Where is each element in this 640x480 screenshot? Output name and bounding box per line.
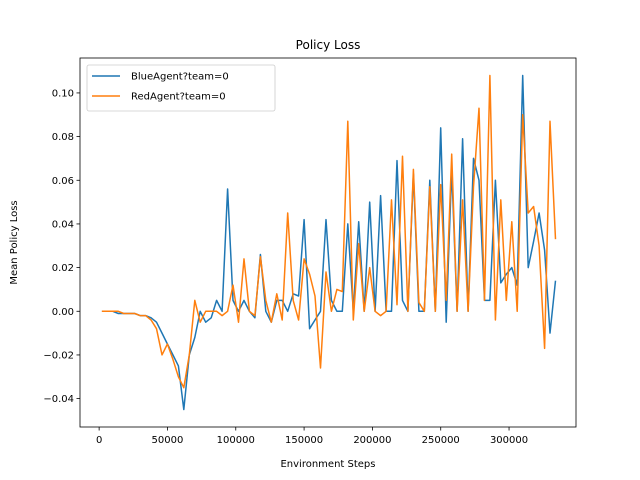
x-axis: 0 50000 100000 150000 200000 250000 300000: [96, 427, 528, 446]
series-line-0: [101, 74, 557, 411]
x-axis-label: Environment Steps: [280, 459, 375, 470]
plot-area: [101, 74, 557, 411]
axes-frame: [79, 57, 577, 428]
legend-box: [86, 64, 276, 112]
y-tick-label: 0.10: [52, 88, 74, 99]
y-tick-label: 0.06: [52, 176, 74, 187]
y-axis: −0.04 −0.02 0.00 0.02 0.04 0.06 0.08 0.10: [43, 88, 80, 405]
x-tick-label: 100000: [217, 435, 255, 446]
y-tick-label: 0.04: [52, 219, 74, 230]
x-tick-label: 150000: [285, 435, 323, 446]
x-tick-label: 250000: [422, 435, 460, 446]
x-tick-label: 50000: [152, 435, 184, 446]
y-tick-label: −0.04: [43, 394, 74, 405]
series-line-1: [101, 74, 557, 389]
y-axis-label: Mean Policy Loss: [9, 200, 20, 284]
legend-label-0: BlueAgent?team=0: [131, 72, 229, 83]
legend-label-1: RedAgent?team=0: [131, 92, 226, 103]
x-tick-label: 300000: [490, 435, 528, 446]
y-tick-label: 0.00: [52, 307, 74, 318]
y-tick-label: 0.08: [52, 132, 74, 143]
x-tick-label: 200000: [353, 435, 391, 446]
x-tick-label: 0: [96, 435, 102, 446]
y-tick-label: −0.02: [43, 350, 74, 361]
chart-title: Policy Loss: [296, 38, 361, 52]
legend: BlueAgent?team=0 RedAgent?team=0: [86, 64, 276, 112]
y-tick-label: 0.02: [52, 263, 74, 274]
